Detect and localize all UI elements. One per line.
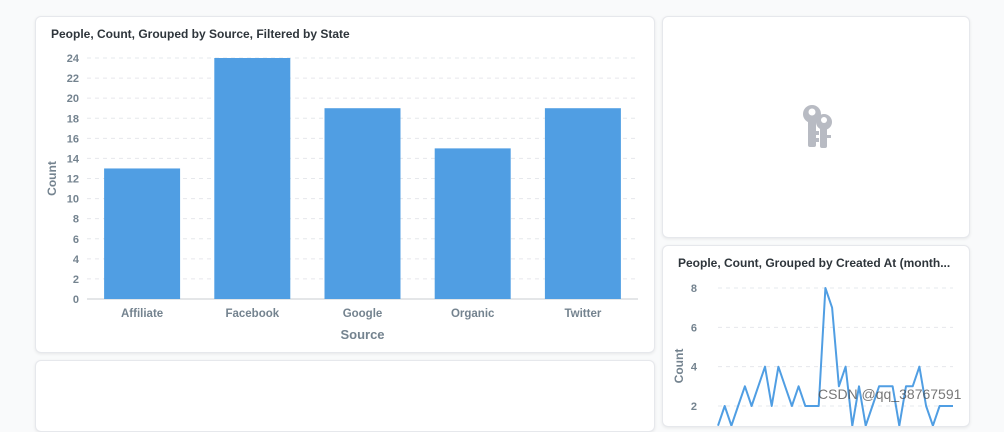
empty-card[interactable]: [662, 16, 970, 238]
bar: [104, 168, 181, 299]
x-tick-label: Organic: [451, 308, 495, 320]
y-axis-label: Count: [45, 161, 59, 196]
watermark: CSDN @qq_38767591: [818, 386, 962, 402]
y-tick-label: 24: [67, 53, 80, 65]
x-tick-label: Twitter: [564, 308, 601, 320]
series-line: [717, 287, 953, 426]
y-tick-label: 4: [73, 254, 80, 266]
x-tick-label: Facebook: [225, 308, 279, 320]
y-tick-label: 22: [67, 73, 79, 85]
keys-icon: [803, 105, 832, 148]
bar: [434, 148, 511, 299]
y-tick-label: 16: [67, 133, 79, 145]
x-tick-label: Google: [343, 308, 383, 320]
y-tick-label: 20: [67, 93, 79, 105]
x-tick-label: Affiliate: [121, 308, 163, 320]
bar-chart-card[interactable]: People, Count, Grouped by Source, Filter…: [35, 16, 655, 353]
y-tick-label: 2: [691, 401, 697, 413]
y-tick-label: 6: [691, 322, 697, 334]
y-tick-label: 18: [67, 113, 79, 125]
y-tick-label: 8: [691, 283, 697, 295]
y-tick-label: 12: [67, 174, 79, 186]
y-tick-label: 2: [73, 274, 79, 286]
x-axis-label: Source: [340, 327, 384, 342]
bar: [544, 108, 621, 299]
empty-card-bottom[interactable]: [35, 360, 655, 432]
line-chart: 2 4 6 8 Count: [672, 283, 953, 426]
y-tick-label: 10: [67, 194, 79, 206]
bar: [324, 108, 401, 299]
y-tick-label: 14: [67, 153, 80, 165]
y-tick-label: 8: [73, 214, 79, 226]
bar: [214, 58, 291, 299]
y-axis-label: Count: [672, 349, 686, 384]
y-tick-label: 6: [73, 234, 79, 246]
y-tick-label: 4: [691, 362, 698, 374]
y-tick-label: 0: [73, 294, 79, 306]
